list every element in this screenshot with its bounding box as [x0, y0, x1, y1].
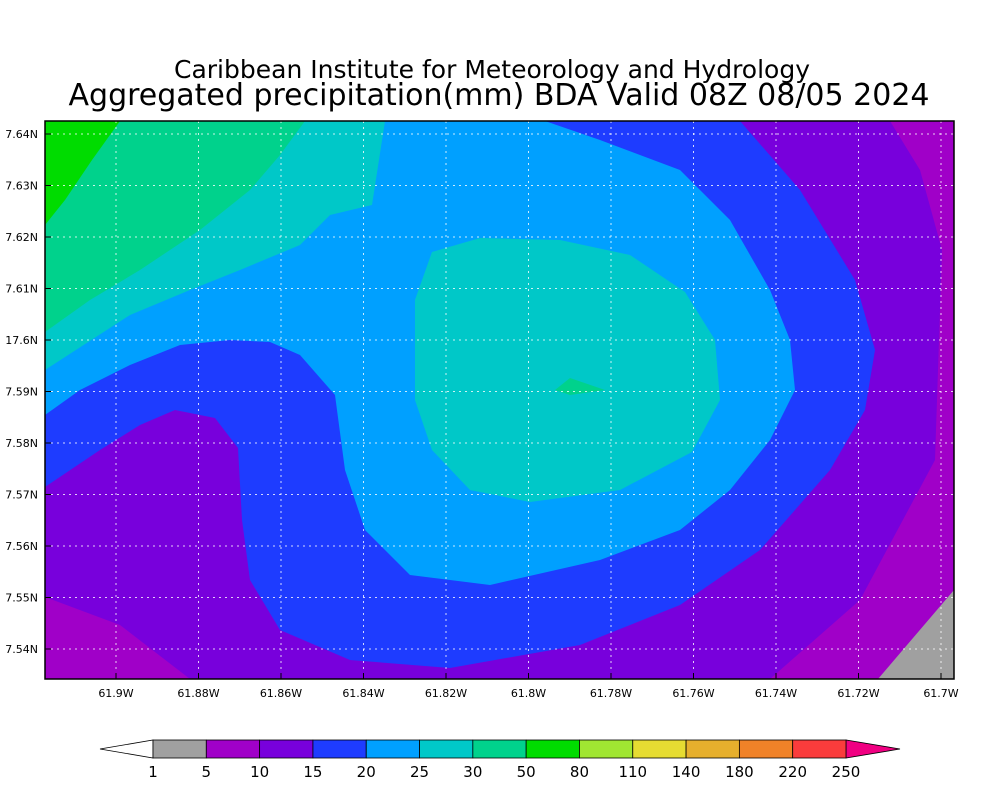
y-tick-label: 7.54N: [5, 643, 38, 656]
subtitle: Aggregated precipitation(mm) BDA Valid 0…: [69, 78, 930, 113]
x-tick-label: 61.78W: [590, 687, 632, 700]
x-tick-label: 61.84W: [342, 687, 384, 700]
y-tick-label: 7.55N: [5, 592, 38, 605]
colorbar-box: [792, 739, 847, 759]
colorbar-label: 250: [832, 763, 861, 781]
y-tick-label: 7.64N: [5, 128, 38, 141]
region-1-5: [878, 590, 954, 679]
colorbar-box: [632, 739, 687, 759]
plot-frame: [44, 120, 955, 680]
title: Caribbean Institute for Meteorology and …: [174, 55, 810, 84]
y-tick-label: 7.57N: [5, 489, 38, 502]
colorbar-box: [419, 739, 474, 759]
colorbar-label: 15: [303, 763, 322, 781]
x-tick-label: 61.88W: [177, 687, 219, 700]
colorbar-box: [365, 739, 420, 759]
colorbar-box: [579, 739, 634, 759]
colorbar-box: [738, 739, 794, 759]
colorbar-label: 80: [570, 763, 589, 781]
colorbar-label: 5: [202, 763, 212, 781]
x-tick-label: 61.72W: [837, 687, 879, 700]
y-tick-label: 7.61N: [5, 283, 38, 296]
x-tick-label: 61.9W: [98, 687, 133, 700]
y-tick-label: 17.6N: [5, 334, 38, 347]
region-30-50: [45, 121, 305, 332]
colorbar-box: [205, 739, 261, 759]
region-50-80: [45, 121, 120, 225]
y-tick-label: 7.59N: [5, 386, 38, 399]
x-tick-label: 61.82W: [425, 687, 467, 700]
x-tick-label: 61.8W: [511, 687, 546, 700]
colorbar-label: 220: [778, 763, 807, 781]
colorbar-label: 110: [618, 763, 647, 781]
grid: [45, 121, 954, 679]
region-30-50: [555, 378, 605, 395]
y-tick-label: 7.56N: [5, 540, 38, 553]
colorbar-label: 20: [357, 763, 376, 781]
colorbar-label: 50: [517, 763, 536, 781]
colorbar: 1 5 10 15 20 25 30 50 80 110 140 180 220 250: [99, 739, 901, 781]
y-tick-label: 7.62N: [5, 231, 38, 244]
contour-plot: [45, 121, 954, 679]
x-tick-label: 61.76W: [672, 687, 714, 700]
region-5-10: [45, 597, 190, 679]
colorbar-box: [312, 739, 367, 759]
colorbar-box: [525, 739, 580, 759]
region-25-30: [415, 238, 720, 502]
x-tick-label: 61.74W: [755, 687, 797, 700]
x-tick-label: 61.86W: [260, 687, 302, 700]
axis-labels: 61.9W 61.88W 61.86W 61.84W 61.82W 61.8W 61.78W…: [5, 128, 959, 700]
x-tick-label: 61.7W: [923, 687, 958, 700]
colorbar-label: 140: [672, 763, 701, 781]
colorbar-box: [472, 739, 527, 759]
colorbar-label: 10: [250, 763, 269, 781]
colorbar-box: [259, 739, 314, 759]
region-5-10: [770, 121, 954, 679]
colorbar-box: [685, 739, 740, 759]
colorbar-label: 25: [410, 763, 429, 781]
colorbar-label: 180: [725, 763, 754, 781]
colorbar-under: [99, 739, 154, 759]
colorbar-label: 1: [148, 763, 158, 781]
colorbar-over: [845, 739, 901, 759]
y-tick-label: 7.63N: [5, 180, 38, 193]
colorbar-label: 30: [463, 763, 482, 781]
y-tick-label: 7.58N: [5, 437, 38, 450]
colorbar-box: [152, 739, 207, 759]
